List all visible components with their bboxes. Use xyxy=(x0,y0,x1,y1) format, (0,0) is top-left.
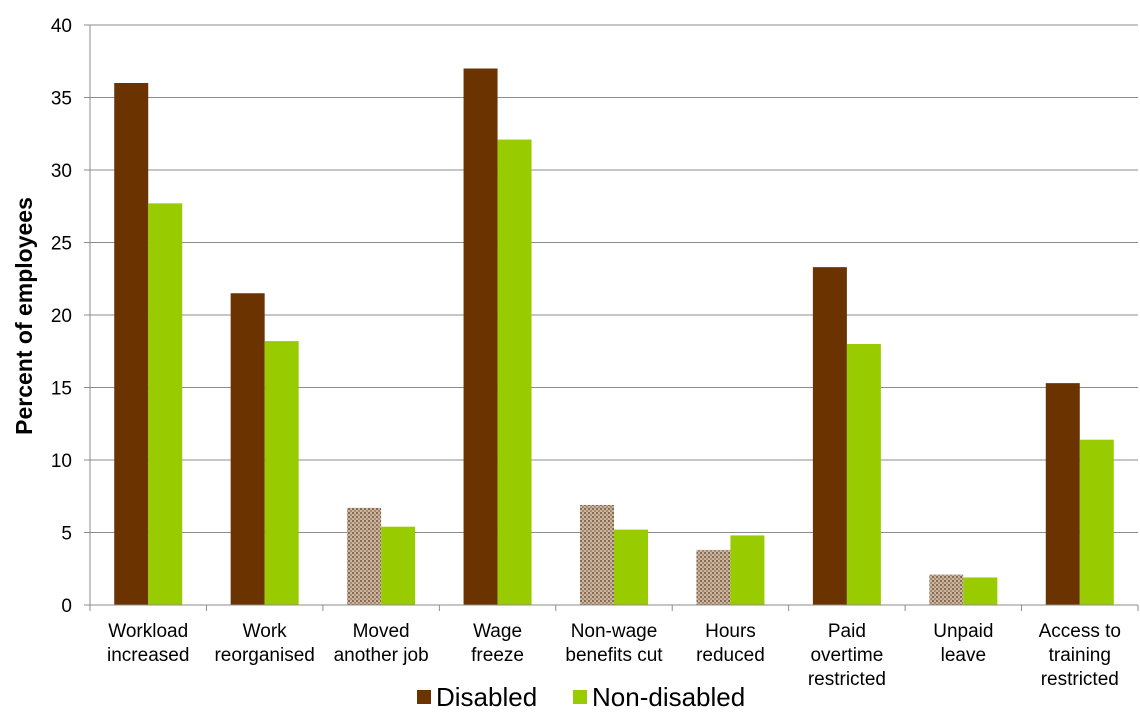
y-tick-label: 10 xyxy=(51,451,72,472)
bar-disabled xyxy=(812,267,847,605)
y-tick-label: 20 xyxy=(51,306,72,327)
x-category-label: Hours xyxy=(705,621,756,642)
bar-non-disabled xyxy=(614,529,648,605)
y-tick-label: 5 xyxy=(61,524,72,545)
bar-non-disabled xyxy=(730,535,765,605)
x-category-label: Access to xyxy=(1039,621,1121,642)
bar-disabled xyxy=(114,83,149,605)
y-axis-label: Percent of employees xyxy=(11,197,37,435)
x-category-label: Paid xyxy=(828,621,866,642)
bar-non-disabled xyxy=(1079,439,1114,605)
x-category-label: freeze xyxy=(471,645,524,666)
bar-disabled xyxy=(696,549,731,605)
x-category-label: restricted xyxy=(1041,669,1119,690)
bar-non-disabled xyxy=(497,139,532,606)
y-tick-label: 25 xyxy=(51,234,72,255)
legend-label: Disabled xyxy=(436,682,537,712)
bar-disabled xyxy=(580,504,614,605)
axes xyxy=(89,25,1139,611)
bar-non-disabled xyxy=(381,526,416,605)
x-category-label: benefits cut xyxy=(565,645,663,666)
y-tick-label: 30 xyxy=(51,161,72,182)
y-tick-label: 35 xyxy=(51,89,72,110)
bar-disabled xyxy=(230,293,265,605)
legend-label: Non-disabled xyxy=(592,682,745,712)
bar-disabled xyxy=(463,68,498,605)
x-category-label: another job xyxy=(334,645,429,666)
y-tick-labels: 0 5 10 15 20 25 30 35 40 xyxy=(51,16,72,617)
x-category-label: restricted xyxy=(808,669,886,690)
x-category-label: Non-wage xyxy=(571,621,658,642)
bar-disabled xyxy=(347,507,382,605)
bar-non-disabled xyxy=(846,344,881,605)
x-category-label: Moved xyxy=(353,621,410,642)
x-category-label: Unpaid xyxy=(933,621,993,642)
x-category-label: leave xyxy=(941,645,986,666)
bar-disabled xyxy=(1045,383,1080,605)
x-category-label: reduced xyxy=(696,645,765,666)
x-category-label: increased xyxy=(107,645,189,666)
x-category-label: training xyxy=(1049,645,1111,666)
bar-non-disabled xyxy=(963,577,998,605)
y-tick-label: 0 xyxy=(61,596,72,617)
bar-non-disabled xyxy=(148,203,183,605)
legend: Disabled Non-disabled xyxy=(417,682,745,712)
bar-non-disabled xyxy=(264,341,299,605)
y-tick-label: 40 xyxy=(51,16,72,37)
x-category-label: reorganised xyxy=(214,645,314,666)
x-category-label: Workload xyxy=(108,621,188,642)
x-category-label: Wage xyxy=(473,621,522,642)
bar-disabled xyxy=(929,574,964,605)
bars xyxy=(114,68,1114,606)
x-category-label: overtime xyxy=(810,645,883,666)
legend-swatch xyxy=(573,690,587,704)
x-category-label: Work xyxy=(243,621,287,642)
x-category-labels: Workload increased Work reorganised Moved ano… xyxy=(107,621,1121,690)
legend-swatch xyxy=(417,690,431,704)
y-tick-label: 15 xyxy=(51,379,72,400)
